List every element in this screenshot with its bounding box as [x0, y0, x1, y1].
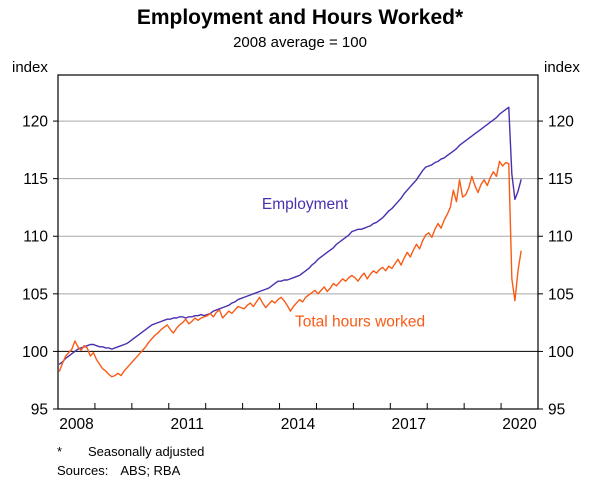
sources-row: Sources: ABS; RBA: [57, 462, 204, 480]
y-axis-unit-left: index: [12, 59, 48, 76]
y-tick-label-left: 110: [23, 229, 48, 246]
series-label-total-hours-worked: Total hours worked: [295, 313, 425, 330]
sources-label: Sources:: [57, 463, 109, 478]
footnote-text: Seasonally adjusted: [88, 444, 205, 459]
chart-title: Employment and Hours Worked*: [136, 6, 464, 29]
y-axis-unit-right: index: [544, 59, 580, 76]
footnote-row: * Seasonally adjusted: [57, 443, 204, 461]
series-line-total-hours-worked: [58, 160, 522, 378]
x-tick-label: 2020: [502, 416, 537, 433]
y-tick-label-right: 110: [548, 229, 573, 246]
y-tick-label-left: 105: [22, 286, 48, 303]
y-tick-label-right: 120: [548, 114, 574, 131]
x-tick-label: 2011: [171, 416, 204, 433]
y-tick-label-right: 105: [548, 286, 574, 303]
y-tick-label-right: 95: [548, 402, 565, 419]
plot-frame: [57, 74, 539, 410]
x-tick-label: 2008: [59, 416, 93, 433]
footnote-marker: *: [57, 444, 63, 459]
series-label-employment: Employment: [262, 196, 349, 213]
chart-footer: * Seasonally adjusted Sources: ABS; RBA: [57, 443, 204, 480]
x-tick-label: 2017: [392, 416, 426, 433]
y-tick-label-left: 100: [22, 344, 48, 361]
sources-text: ABS; RBA: [120, 463, 181, 478]
chart-subtitle: 2008 average = 100: [233, 34, 367, 51]
series-line-employment: [58, 106, 522, 365]
y-tick-label-left: 115: [23, 171, 48, 188]
y-tick-label-left: 95: [31, 402, 48, 419]
y-tick-label-right: 115: [548, 171, 573, 188]
x-tick-label: 2014: [281, 416, 316, 433]
y-tick-label-right: 100: [548, 344, 574, 361]
y-tick-label-left: 120: [22, 114, 48, 131]
